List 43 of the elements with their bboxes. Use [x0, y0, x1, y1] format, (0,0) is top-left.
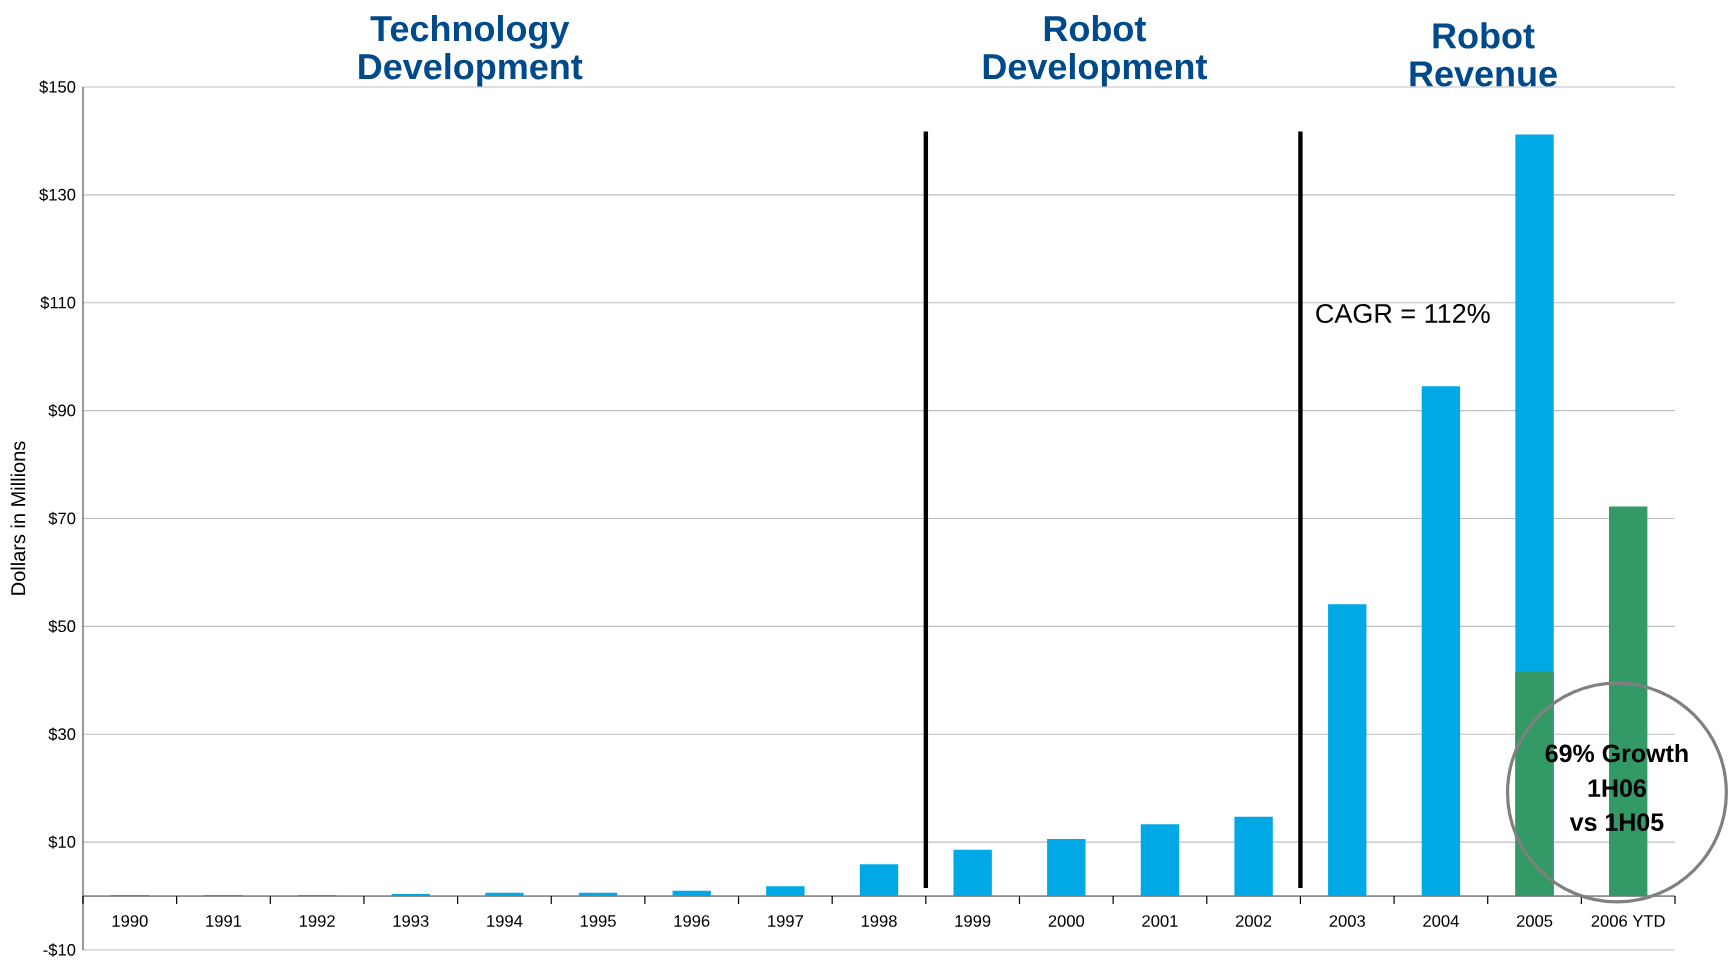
x-tick-label: 1996	[674, 915, 710, 927]
x-tick-label: 1992	[299, 915, 335, 927]
y-tick-label: $90	[48, 403, 76, 418]
y-tick-label: $30	[48, 727, 76, 741]
bar	[391, 893, 430, 897]
x-tick-label: 2004	[1423, 915, 1459, 927]
y-tick-label: $130	[39, 188, 76, 202]
text: Robot Revenue	[1410, 22, 1557, 87]
y-tick-label: $70	[48, 511, 76, 526]
y-axis-title: Dollars in Millions	[10, 441, 26, 595]
x-tick-label: 1990	[112, 915, 148, 927]
y-tick-label: -$10	[43, 943, 76, 957]
y-tick-label: $110	[40, 296, 76, 310]
x-tick-label: 1998	[861, 915, 897, 927]
y-tick-label: $10	[48, 835, 76, 849]
bar	[1421, 386, 1461, 897]
text: Technology Development	[359, 15, 583, 87]
x-tick-label: 1999	[955, 915, 991, 927]
text: Robot Development	[983, 15, 1207, 87]
x-tick-label: 1993	[393, 915, 429, 927]
bar	[1328, 604, 1367, 897]
bar	[953, 849, 992, 897]
x-tick-label: 1991	[206, 915, 242, 927]
x-tick-label: 1995	[580, 915, 616, 927]
bar	[859, 864, 899, 897]
x-tick-label: 1997	[768, 915, 803, 927]
bar	[1140, 824, 1180, 897]
bar	[672, 890, 711, 897]
x-tick-label: 1994	[487, 915, 523, 927]
bar	[485, 892, 524, 897]
x-tick-label: 2006 YTD	[1591, 915, 1665, 927]
bar	[578, 892, 618, 897]
annotation: CAGR = 112%	[1316, 303, 1490, 324]
x-tick-label: 2000	[1048, 915, 1085, 927]
bar	[766, 886, 805, 897]
x-tick-label: 2001	[1142, 915, 1178, 927]
y-tick-label: $50	[48, 619, 76, 634]
x-tick-label: 2002	[1235, 915, 1272, 927]
bar	[1047, 838, 1086, 897]
x-tick-label: 2005	[1516, 915, 1553, 927]
bar	[1234, 816, 1273, 897]
y-tick-label: $150	[39, 80, 76, 94]
x-tick-label: 2003	[1329, 915, 1365, 927]
